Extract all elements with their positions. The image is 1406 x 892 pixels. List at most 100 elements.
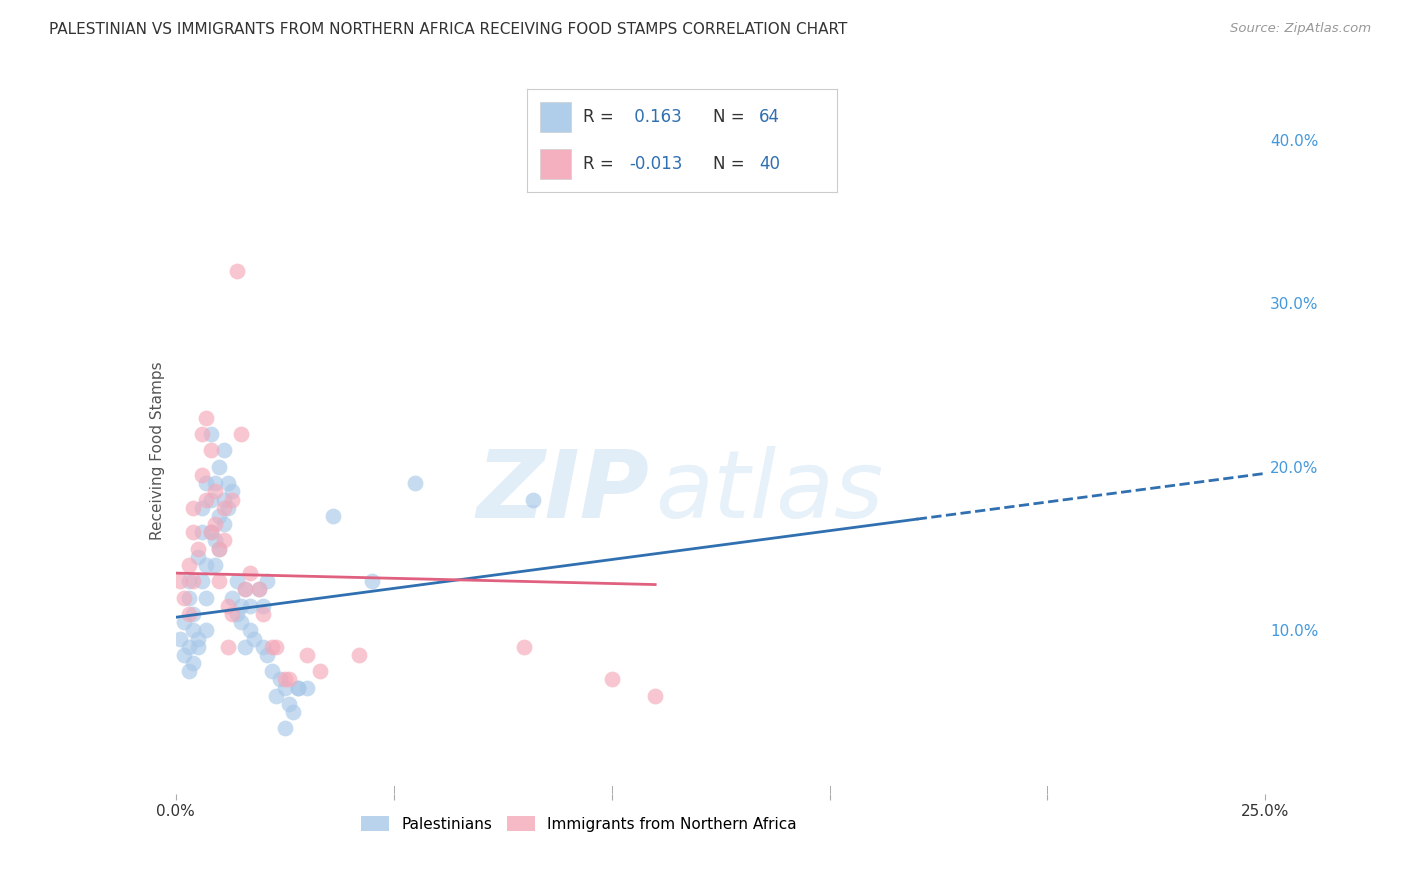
Point: [260, 640, 283, 654]
Text: -0.013: -0.013: [630, 155, 683, 173]
Point: [181, 500, 204, 515]
Point: [177, 574, 200, 589]
Point: [600, 673, 623, 687]
Point: [181, 574, 204, 589]
Point: [200, 443, 222, 458]
Point: [186, 549, 209, 564]
Point: [200, 525, 222, 540]
Point: [217, 640, 239, 654]
Text: 64: 64: [759, 108, 780, 126]
Point: [239, 566, 262, 580]
Point: [191, 574, 214, 589]
Point: [169, 574, 191, 589]
Point: [308, 664, 330, 679]
Point: [347, 648, 370, 662]
Point: [264, 640, 287, 654]
Point: [173, 591, 195, 605]
Point: [513, 640, 536, 654]
Point: [252, 640, 274, 654]
Point: [287, 681, 309, 695]
Point: [217, 500, 239, 515]
Point: [231, 427, 253, 442]
Point: [204, 533, 226, 548]
Text: 0.163: 0.163: [630, 108, 682, 126]
Point: [177, 640, 200, 654]
Point: [186, 640, 209, 654]
Point: [225, 263, 247, 277]
Point: [522, 492, 544, 507]
Point: [239, 599, 262, 613]
Point: [217, 476, 239, 491]
Point: [177, 558, 200, 572]
Point: [212, 500, 235, 515]
Point: [221, 484, 243, 499]
Point: [221, 591, 243, 605]
Point: [295, 648, 318, 662]
Point: [204, 558, 226, 572]
Point: [278, 697, 301, 711]
FancyBboxPatch shape: [540, 102, 571, 132]
Point: [181, 624, 204, 638]
Point: [405, 476, 427, 491]
Point: [177, 591, 200, 605]
Point: [195, 476, 218, 491]
Point: [274, 673, 297, 687]
Point: [274, 722, 297, 736]
Point: [200, 492, 222, 507]
Point: [195, 558, 218, 572]
Point: [204, 476, 226, 491]
Point: [225, 574, 247, 589]
Point: [181, 525, 204, 540]
Text: R =: R =: [583, 108, 619, 126]
Point: [212, 533, 235, 548]
Point: [221, 492, 243, 507]
Point: [200, 427, 222, 442]
Point: [212, 492, 235, 507]
Text: N =: N =: [713, 108, 749, 126]
Point: [204, 484, 226, 499]
Point: [239, 624, 262, 638]
Point: [195, 410, 218, 425]
Point: [208, 574, 231, 589]
Point: [191, 500, 214, 515]
Point: [283, 705, 305, 719]
Point: [217, 599, 239, 613]
Point: [243, 632, 266, 646]
Point: [322, 508, 344, 523]
Point: [169, 632, 191, 646]
Point: [274, 681, 297, 695]
Point: [231, 615, 253, 630]
Text: Source: ZipAtlas.com: Source: ZipAtlas.com: [1230, 22, 1371, 36]
Legend: Palestinians, Immigrants from Northern Africa: Palestinians, Immigrants from Northern A…: [356, 810, 803, 838]
Point: [256, 648, 278, 662]
Point: [195, 492, 218, 507]
Point: [278, 673, 301, 687]
Point: [181, 607, 204, 621]
Point: [252, 599, 274, 613]
Point: [252, 607, 274, 621]
Point: [208, 459, 231, 474]
Point: [295, 681, 318, 695]
Point: [191, 525, 214, 540]
Point: [235, 582, 257, 597]
Point: [173, 615, 195, 630]
FancyBboxPatch shape: [540, 149, 571, 179]
Point: [173, 648, 195, 662]
Point: [204, 516, 226, 531]
Point: [186, 632, 209, 646]
Point: [200, 525, 222, 540]
Y-axis label: Receiving Food Stamps: Receiving Food Stamps: [149, 361, 165, 540]
Point: [247, 582, 270, 597]
Point: [208, 541, 231, 556]
Text: PALESTINIAN VS IMMIGRANTS FROM NORTHERN AFRICA RECEIVING FOOD STAMPS CORRELATION: PALESTINIAN VS IMMIGRANTS FROM NORTHERN …: [49, 22, 848, 37]
Text: atlas: atlas: [655, 446, 883, 537]
Point: [208, 541, 231, 556]
Point: [195, 624, 218, 638]
Point: [191, 467, 214, 482]
Point: [208, 508, 231, 523]
Point: [264, 689, 287, 703]
Point: [269, 673, 291, 687]
Point: [235, 582, 257, 597]
Text: R =: R =: [583, 155, 619, 173]
Point: [360, 574, 382, 589]
